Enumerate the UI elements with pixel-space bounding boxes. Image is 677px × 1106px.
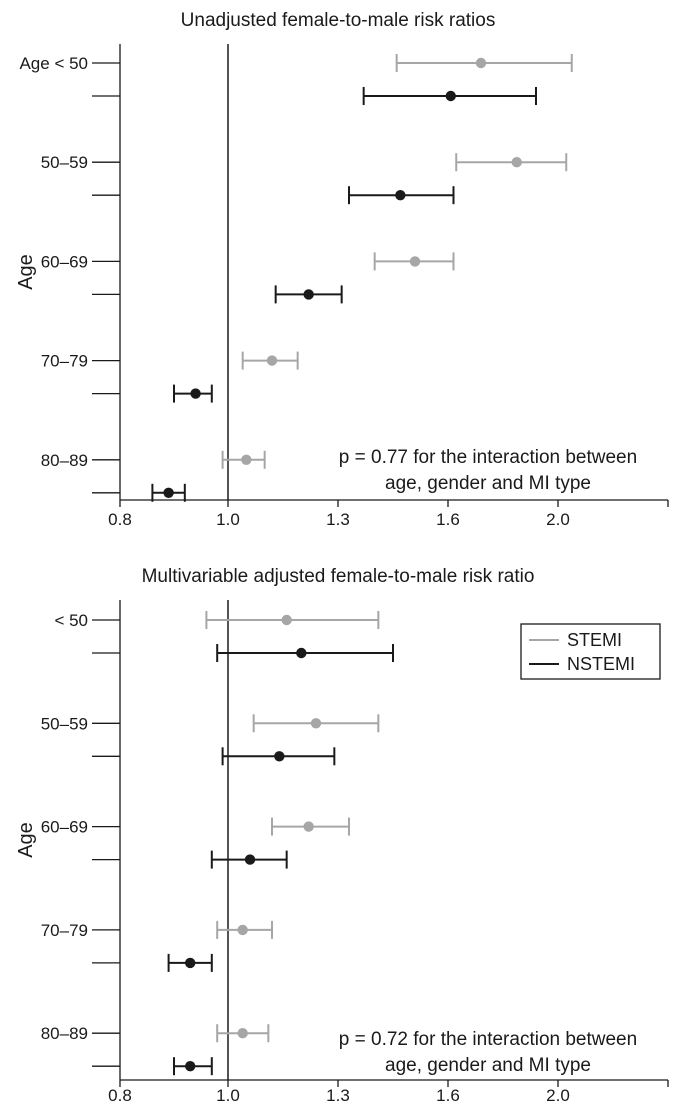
- estimate-point: [163, 487, 174, 498]
- estimate-point: [511, 157, 522, 168]
- x-tick-label: 0.8: [108, 1086, 132, 1105]
- chart-panel-2: Multivariable adjusted female-to-male ri…: [15, 566, 669, 1105]
- legend-label: STEMI: [567, 630, 622, 650]
- y-tick-label: < 50: [54, 611, 88, 630]
- chart-title: Unadjusted female-to-male risk ratios: [181, 10, 496, 31]
- series-stemi: [205, 611, 380, 1043]
- estimate-point: [310, 718, 322, 729]
- chart-title: Multivariable adjusted female-to-male ri…: [142, 566, 535, 587]
- y-tick-label: 70–79: [41, 921, 88, 940]
- x-tick-label: 2.0: [546, 510, 570, 529]
- chart-panel-1: Unadjusted female-to-male risk ratios Age…: [15, 10, 669, 529]
- y-tick-label: 80–89: [41, 1024, 88, 1043]
- estimate-point: [274, 751, 285, 762]
- estimate-point: [266, 355, 278, 366]
- y-tick-label: 50–59: [41, 153, 88, 172]
- series-nstemi: [151, 87, 537, 502]
- interaction-note: age, gender and MI type: [385, 1055, 591, 1076]
- legend-label: NSTEMI: [567, 654, 635, 674]
- estimate-point: [281, 614, 292, 626]
- estimate-point: [237, 1028, 248, 1039]
- y-tick-label: 70–79: [41, 352, 88, 371]
- interaction-note: p = 0.77 for the interaction between: [339, 447, 637, 468]
- y-tick-label: Age < 50: [19, 54, 88, 73]
- estimate-point: [475, 57, 487, 69]
- x-tick-label: 0.8: [108, 510, 132, 529]
- y-tick-label: 60–69: [41, 818, 88, 837]
- x-tick-label: 1.0: [216, 510, 240, 529]
- estimate-point: [395, 190, 406, 201]
- y-tick-label: 60–69: [41, 252, 88, 271]
- estimate-point: [244, 854, 256, 865]
- series-nstemi: [167, 644, 394, 1076]
- x-tick-label: 1.0: [216, 1086, 240, 1105]
- estimate-point: [303, 821, 314, 832]
- legend-box: [520, 623, 661, 680]
- x-tick-label: 2.0: [546, 1086, 570, 1105]
- x-tick-label: 1.3: [326, 510, 350, 529]
- estimate-point: [445, 90, 456, 102]
- estimate-point: [185, 1061, 196, 1072]
- interaction-note: age, gender and MI type: [385, 473, 591, 494]
- x-tick-label: 1.6: [436, 510, 460, 529]
- estimate-point: [409, 256, 421, 267]
- y-axis-label: Age: [15, 254, 37, 290]
- estimate-point: [190, 388, 201, 399]
- y-axis-label: Age: [15, 822, 37, 858]
- estimate-point: [237, 924, 248, 936]
- interaction-note: p = 0.72 for the interaction between: [339, 1029, 637, 1050]
- x-tick-label: 1.3: [326, 1086, 350, 1105]
- series-stemi: [221, 54, 573, 469]
- estimate-point: [296, 647, 307, 659]
- chart-legend: STEMI NSTEMI: [520, 623, 661, 680]
- estimate-point: [303, 289, 314, 300]
- y-tick-label: 80–89: [41, 451, 88, 470]
- x-tick-label: 1.6: [436, 1086, 460, 1105]
- estimate-point: [185, 957, 196, 969]
- estimate-point: [241, 454, 252, 465]
- y-tick-label: 50–59: [41, 714, 88, 733]
